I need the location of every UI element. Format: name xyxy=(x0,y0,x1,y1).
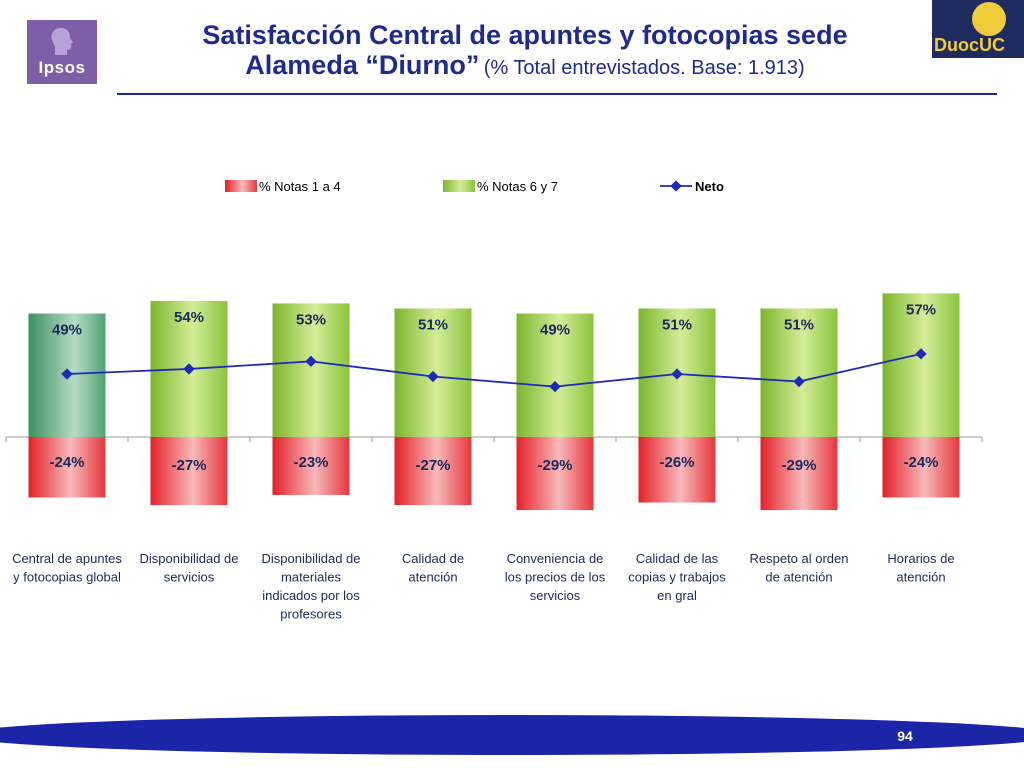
bar-negative xyxy=(882,437,960,498)
data-label-negative: -27% xyxy=(171,457,206,474)
bar-negative xyxy=(272,437,350,495)
legend-label-negative: % Notas 1 a 4 xyxy=(259,179,341,194)
category-label: copias y trabajos xyxy=(628,570,726,585)
duoc-logo: DuocUC xyxy=(932,0,1024,58)
data-label-positive: 54% xyxy=(174,309,204,326)
net-point xyxy=(305,355,317,368)
data-label-positive: 51% xyxy=(662,316,692,333)
data-label-positive: 57% xyxy=(906,301,936,318)
category-label: materiales xyxy=(281,570,341,585)
data-label-negative: -24% xyxy=(903,454,938,471)
category-label: Calidad de las xyxy=(636,551,719,566)
category-label: los precios de los xyxy=(505,570,606,585)
data-label-negative: -23% xyxy=(293,454,328,471)
crest-icon xyxy=(972,2,1006,36)
bar-positive xyxy=(516,313,594,437)
net-point xyxy=(915,348,927,360)
title-divider xyxy=(117,93,997,95)
bar-negative xyxy=(394,437,472,506)
title-subtitle: (% Total entrevistados. Base: 1.913) xyxy=(483,57,805,80)
profile-head-icon xyxy=(51,28,73,55)
ipsos-logo-text: Ipsos xyxy=(38,58,86,77)
bar-negative xyxy=(516,437,594,511)
footer-band xyxy=(0,715,1024,755)
ipsos-logo: Ipsos xyxy=(27,20,97,84)
data-label-positive: 49% xyxy=(540,322,570,339)
bar-negative xyxy=(760,437,838,511)
net-point xyxy=(671,368,683,380)
data-label-negative: -29% xyxy=(537,457,572,474)
legend-marker-net xyxy=(670,180,682,192)
category-label: Disponibilidad de xyxy=(139,551,238,566)
net-point xyxy=(549,380,561,393)
category-label: Respeto al orden xyxy=(749,551,848,566)
category-label: y fotocopias global xyxy=(13,570,121,585)
title-line-1: Satisfacción Central de apuntes y fotoco… xyxy=(202,20,848,50)
legend-label-positive: % Notas 6 y 7 xyxy=(477,179,558,194)
page-number: 94 xyxy=(897,728,913,744)
net-point xyxy=(427,370,439,383)
category-label: Central de apuntes xyxy=(12,551,122,566)
legend-label-net: Neto xyxy=(695,179,724,194)
page-title: Satisfacción Central de apuntes y fotoco… xyxy=(120,20,930,80)
category-label: Calidad de xyxy=(402,551,464,566)
bar-negative xyxy=(28,437,106,498)
bar-positive xyxy=(760,308,838,437)
category-label: profesores xyxy=(280,607,342,622)
title-line-2: Alameda “Diurno” xyxy=(245,50,480,81)
bar-negative xyxy=(638,437,716,503)
data-label-positive: 49% xyxy=(52,322,82,339)
category-label: Horarios de xyxy=(887,551,954,566)
data-label-negative: -24% xyxy=(49,454,84,471)
legend-swatch-positive xyxy=(443,180,475,192)
data-label-negative: -29% xyxy=(781,457,816,474)
net-point xyxy=(183,363,195,375)
data-label-positive: 51% xyxy=(418,316,448,333)
category-label: servicios xyxy=(530,588,581,603)
bar-negative xyxy=(150,437,228,506)
category-label: en gral xyxy=(657,588,697,603)
category-label: atención xyxy=(408,570,457,585)
data-label-negative: -27% xyxy=(415,457,450,474)
category-label: Conveniencia de xyxy=(507,551,604,566)
net-point xyxy=(793,375,805,388)
data-label-positive: 53% xyxy=(296,311,326,328)
duoc-logo-text: DuocUC xyxy=(934,35,1005,55)
category-label: Disponibilidad de xyxy=(261,551,360,566)
category-label: servicios xyxy=(164,570,215,585)
bar-positive xyxy=(882,293,960,437)
bar-positive xyxy=(272,303,350,437)
category-label: indicados por los xyxy=(262,588,360,603)
legend-swatch-negative xyxy=(225,180,257,192)
category-label: de atención xyxy=(765,570,832,585)
data-label-negative: -26% xyxy=(659,454,694,471)
net-series-line xyxy=(66,352,922,388)
data-label-positive: 51% xyxy=(784,316,814,333)
chart: 49% -24% Central de apuntes y fotocopias gl… xyxy=(5,179,983,622)
category-label: atención xyxy=(896,570,945,585)
